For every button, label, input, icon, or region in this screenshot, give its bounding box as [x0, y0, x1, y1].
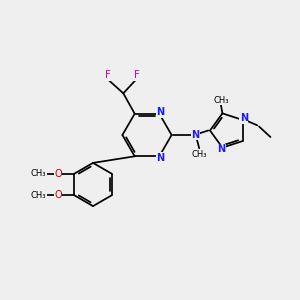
Text: F: F [134, 70, 140, 80]
Text: N: N [156, 152, 165, 163]
Text: CH₃: CH₃ [31, 169, 46, 178]
Text: CH₃: CH₃ [31, 191, 46, 200]
Text: O: O [54, 190, 62, 200]
Text: N: N [156, 107, 165, 118]
Text: O: O [54, 169, 62, 179]
Text: N: N [240, 113, 248, 123]
Text: N: N [217, 144, 225, 154]
Text: N: N [191, 130, 200, 140]
Text: F: F [105, 70, 111, 80]
Text: CH₃: CH₃ [213, 96, 229, 105]
Text: CH₃: CH₃ [192, 150, 207, 159]
